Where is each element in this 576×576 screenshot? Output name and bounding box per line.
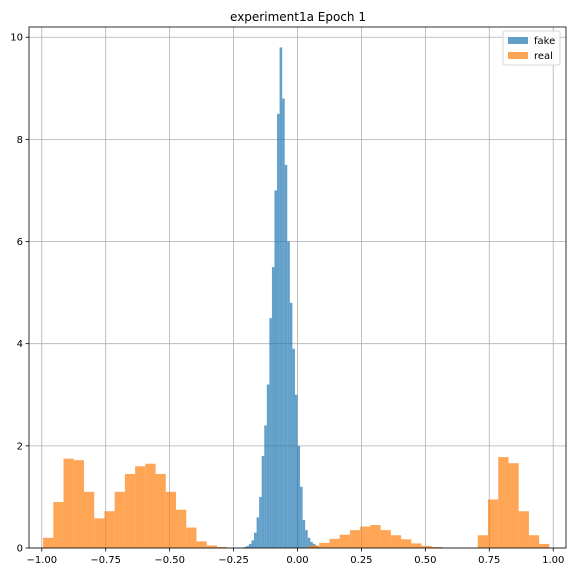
real-bar bbox=[145, 463, 156, 548]
real-bar bbox=[176, 509, 187, 548]
fake-bar bbox=[310, 541, 313, 548]
real-bar bbox=[390, 535, 402, 548]
real-bar bbox=[401, 539, 412, 548]
x-tick-label: −0.75 bbox=[90, 555, 121, 566]
fake-bar bbox=[287, 241, 290, 548]
real-bar bbox=[339, 534, 350, 548]
real-bar bbox=[216, 546, 228, 548]
fake-bar bbox=[289, 302, 293, 548]
y-tick-label: 2 bbox=[17, 441, 23, 452]
fake-bar bbox=[254, 532, 257, 548]
fake-bar bbox=[248, 543, 252, 548]
legend-swatch-fake bbox=[508, 37, 528, 44]
x-tick-label: −0.50 bbox=[154, 555, 185, 566]
real-bar bbox=[73, 460, 84, 548]
x-tick-label: −0.25 bbox=[218, 555, 249, 566]
real-bar bbox=[114, 491, 125, 548]
real-bar bbox=[104, 511, 115, 548]
fake-bar bbox=[269, 318, 272, 548]
fake-bar bbox=[251, 540, 255, 548]
real-bar bbox=[360, 526, 371, 548]
real-bar bbox=[63, 458, 74, 548]
fake-bar bbox=[307, 537, 311, 548]
fake-bar bbox=[274, 190, 278, 548]
fake-bar bbox=[243, 546, 247, 548]
real-bar bbox=[508, 463, 519, 548]
real-bar bbox=[196, 541, 207, 548]
fake-bar bbox=[246, 545, 249, 548]
real-bar bbox=[329, 538, 340, 548]
fake-bar bbox=[305, 530, 308, 548]
real-bar bbox=[94, 518, 105, 548]
fake-bar bbox=[294, 394, 298, 548]
real-bar bbox=[488, 499, 499, 548]
fake-bar bbox=[277, 113, 280, 548]
real-bar bbox=[135, 466, 146, 548]
real-bar bbox=[349, 530, 361, 548]
y-tick-label: 8 bbox=[17, 135, 23, 146]
y-tick-label: 0 bbox=[17, 544, 23, 555]
real-bar bbox=[539, 543, 550, 548]
ticks: −1.00 −0.75 −0.50 −0.25 0.00 0.25 0.50 0.75 1.00… bbox=[10, 33, 564, 566]
real-bar bbox=[186, 527, 197, 548]
fake-bar bbox=[297, 445, 301, 548]
fake-bar bbox=[264, 425, 267, 548]
real-bar bbox=[53, 502, 64, 548]
real-bar bbox=[43, 537, 54, 548]
legend-label-fake: fake bbox=[534, 36, 555, 47]
real-bar bbox=[309, 545, 320, 548]
real-bar bbox=[498, 457, 509, 548]
fake-bar bbox=[292, 348, 295, 548]
chart-title: experiment1a Epoch 1 bbox=[230, 10, 366, 24]
fake-bar bbox=[259, 496, 262, 548]
fake-bar bbox=[266, 384, 270, 548]
real-bar bbox=[528, 535, 540, 548]
legend-swatch-real bbox=[508, 52, 528, 59]
real-bar bbox=[380, 530, 391, 548]
real-bar bbox=[206, 545, 217, 548]
real-bar bbox=[165, 491, 177, 548]
real-bar bbox=[431, 546, 442, 548]
legend-label-real: real bbox=[534, 51, 553, 62]
fake-bar bbox=[284, 164, 288, 549]
fake-bar bbox=[300, 486, 303, 548]
real-bar bbox=[319, 542, 330, 548]
fake-bar bbox=[279, 47, 283, 549]
x-tick-label: 0.25 bbox=[350, 555, 372, 566]
y-tick-label: 10 bbox=[10, 33, 23, 44]
real-bar bbox=[421, 545, 432, 548]
legend: fake real bbox=[502, 30, 561, 66]
real-bar bbox=[124, 473, 136, 548]
fake-bar bbox=[302, 519, 306, 548]
real-bar bbox=[518, 511, 529, 548]
fake-bar bbox=[261, 456, 265, 548]
real-bar bbox=[477, 535, 489, 548]
x-tick-label: 0.75 bbox=[478, 555, 500, 566]
real-bar bbox=[83, 491, 95, 548]
fake-bar bbox=[282, 98, 285, 549]
x-tick-label: 0.50 bbox=[414, 555, 436, 566]
y-tick-label: 6 bbox=[17, 237, 23, 248]
x-tick-label: −1.00 bbox=[26, 555, 57, 566]
real-bar bbox=[370, 525, 381, 548]
fake-bar bbox=[256, 517, 260, 548]
real-bar bbox=[155, 473, 166, 548]
bars bbox=[43, 47, 550, 549]
x-tick-label: 1.00 bbox=[542, 555, 564, 566]
x-tick-label: 0.00 bbox=[286, 555, 308, 566]
fake-bar bbox=[271, 267, 275, 548]
y-tick-label: 4 bbox=[17, 339, 23, 350]
real-bar bbox=[411, 543, 422, 548]
